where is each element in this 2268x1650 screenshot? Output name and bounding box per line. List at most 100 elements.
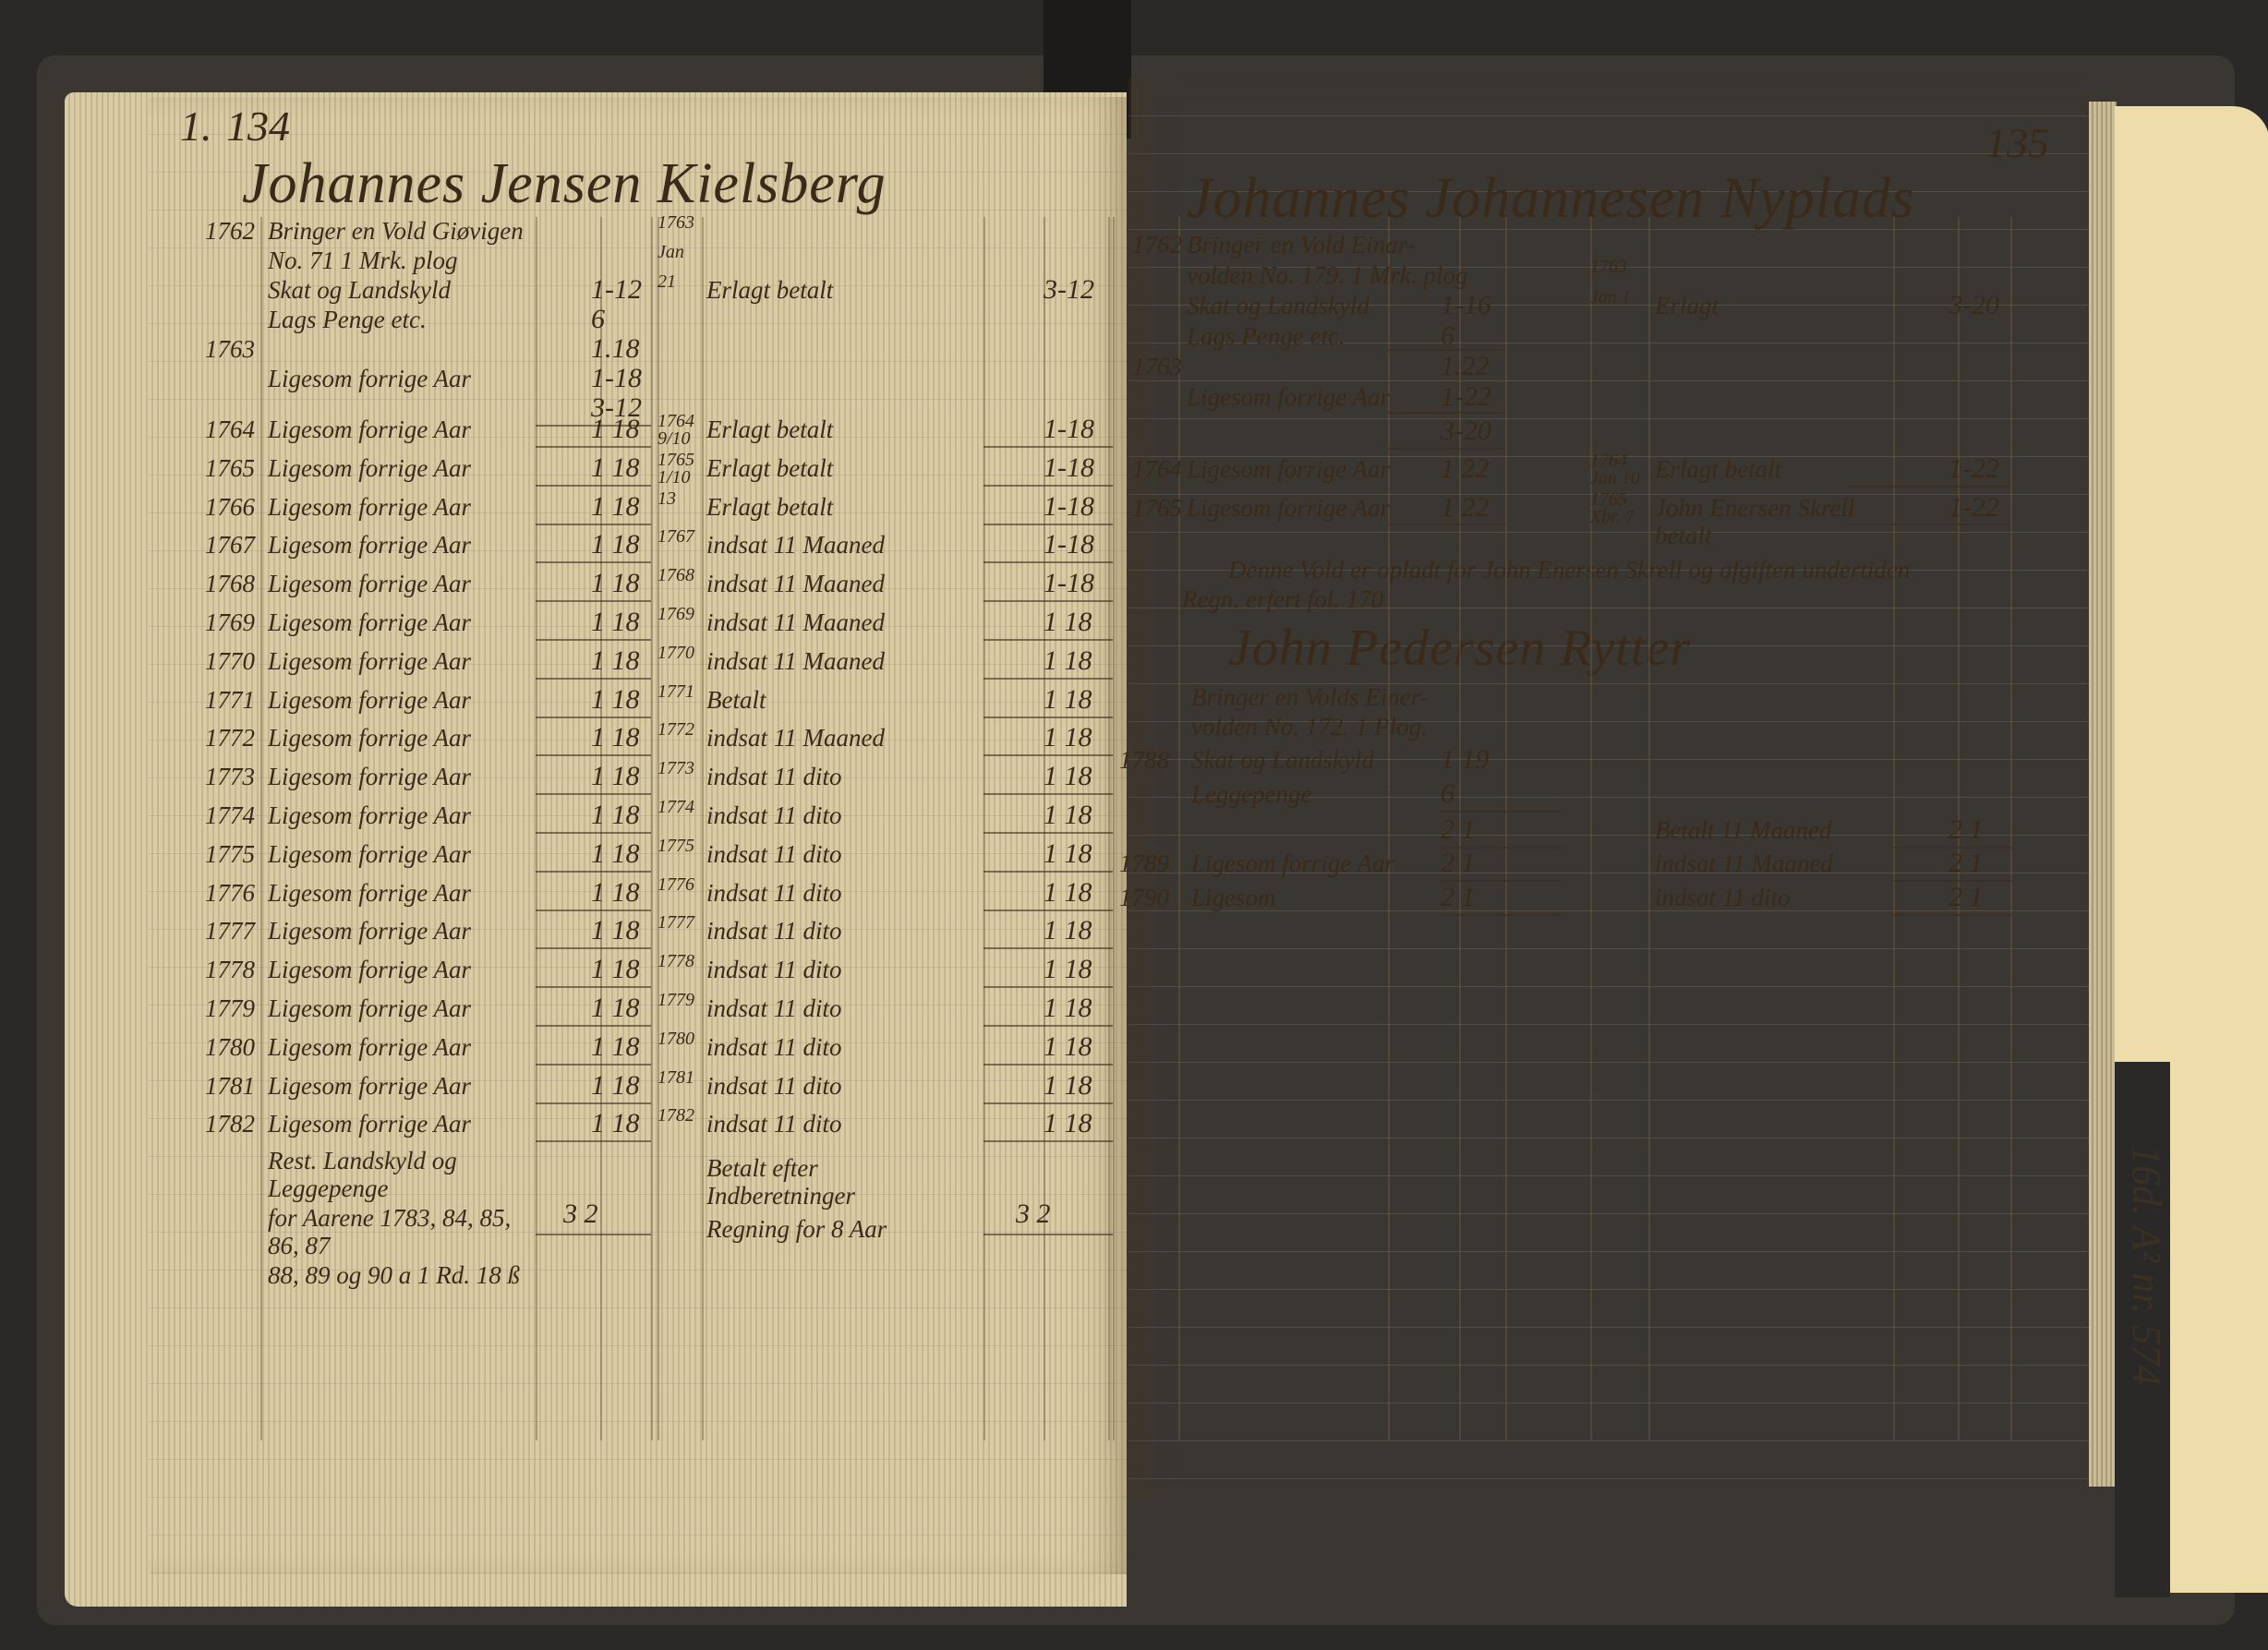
row-year: 1775 — [205, 839, 255, 868]
note-line: Regn. erfert fol. 170 — [1182, 585, 1384, 613]
row-paid-date: 1779 — [657, 990, 694, 1010]
row-paid-date: 1765 Xbr. 7 — [1590, 489, 1635, 527]
row-year: 1765 — [1132, 494, 1182, 522]
row-year: 1764 — [205, 416, 255, 443]
row-description: Ligesom forrige Aar — [268, 724, 472, 753]
row-amount: 2 1 — [1441, 882, 1476, 912]
row-paid-amount: 1 18 — [1044, 954, 1092, 985]
sum-rule — [983, 600, 1113, 603]
row-paid-description: Erlagt betalt — [706, 416, 834, 443]
sum-rule — [1847, 486, 2010, 488]
column-rule — [1505, 217, 1507, 1440]
row-paid-date: 1763 — [657, 212, 694, 233]
row-amount: 1.22 — [1441, 351, 1490, 381]
row-paid-description: Erlagt betalt — [706, 492, 834, 521]
row-paid-description: indsat 11 dito — [706, 839, 842, 868]
archive-tab-label: 16d. A² nr. 574 — [2124, 1145, 2169, 1386]
column-rule — [1648, 217, 1650, 1440]
sum-rule — [536, 639, 651, 641]
row-paid-date: 1775 — [657, 835, 694, 856]
note-amount: 3 2 — [563, 1198, 598, 1229]
sum-rule — [983, 832, 1113, 834]
sum-rule — [1441, 811, 1561, 813]
row-year: 1765 — [205, 453, 255, 482]
row-paid-description: indsat 11 Maaned — [706, 646, 885, 675]
note-amount: 3 2 — [1016, 1198, 1051, 1229]
sum-rule — [536, 1102, 651, 1104]
sum-rule — [536, 561, 651, 564]
row-year: 1776 — [205, 878, 255, 907]
page-number-left: 134 — [226, 102, 290, 150]
column-rule — [983, 217, 985, 1440]
sum-rule — [536, 754, 651, 757]
row-paid-amount: 1 18 — [1044, 1030, 1092, 1062]
row-description: Ligesom forrige Aar — [268, 646, 472, 675]
row-description: Ligesom forrige Aar — [1191, 849, 1395, 877]
sum-rule — [1388, 349, 1505, 351]
row-description: Ligesom forrige Aar — [268, 956, 472, 984]
sum-rule — [1441, 847, 1561, 849]
row-paid-date: 1764 9/10 — [657, 411, 694, 449]
row-description: Skat og Landskyld — [1187, 292, 1369, 319]
column-rule — [536, 217, 537, 1440]
note-line: Betalt efter Indberetninger — [706, 1154, 855, 1210]
row-year: 1789 — [1119, 849, 1169, 877]
sum-rule — [983, 1234, 1113, 1235]
row-paid-amount: 1-22 — [1948, 453, 1999, 484]
row-paid-description: indsat 11 dito — [706, 801, 842, 829]
row-paid-date: 1770 — [657, 642, 694, 663]
row-paid-description: indsat 11 dito — [706, 994, 842, 1022]
row-description: Leggepenge — [1191, 780, 1312, 808]
row-paid-amount: 3-12 — [1044, 274, 1094, 305]
column-rule — [657, 217, 659, 1440]
sum-rule — [536, 986, 651, 989]
row-amount: 1 18 — [591, 722, 640, 753]
row-amount: 1 22 — [1441, 453, 1490, 484]
row-paid-amount: 2 1 — [1948, 882, 1984, 912]
row-amount: 1 18 — [591, 568, 640, 599]
row-description: Ligesom forrige Aar — [1187, 494, 1391, 522]
row-paid-description: indsat 11 dito — [706, 763, 842, 791]
column-rule — [1958, 217, 1960, 1440]
sum-rule — [1388, 412, 1505, 414]
row-year: 1766 — [205, 492, 255, 521]
sum-rule — [1893, 847, 2013, 849]
sum-rule — [983, 986, 1113, 989]
row-paid-amount: 1-18 — [1044, 568, 1094, 599]
row-amount: 1 18 — [591, 993, 640, 1023]
row-year: 1762 — [1132, 231, 1182, 259]
row-description: Bringer en Vold Giøvigen — [268, 217, 524, 245]
row-paid-description: indsat 11 dito — [706, 1071, 842, 1100]
column-rule — [651, 217, 653, 1440]
sum-rule — [1847, 524, 2010, 525]
row-year: 1779 — [205, 994, 255, 1022]
second-intro-line: volden No. 172. 1 Plog. — [1191, 713, 1428, 741]
sum-rule — [983, 716, 1113, 718]
sum-rule — [536, 870, 651, 873]
row-description: Ligesom forrige Aar — [268, 416, 472, 443]
row-description: Ligesom forrige Aar — [268, 917, 472, 945]
page-edges-right — [2089, 102, 2117, 1487]
row-paid-description: indsat 11 dito — [706, 1110, 842, 1138]
row-amount: 1 18 — [591, 915, 640, 946]
row-amount: 1 18 — [591, 876, 640, 908]
row-description: volden No. 179. 1 Mrk. plog — [1187, 261, 1468, 289]
row-paid-amount: 1-18 — [1044, 452, 1094, 483]
sum-rule — [983, 1102, 1113, 1104]
page-number-right: 135 — [1985, 119, 2049, 166]
row-year: 1773 — [205, 763, 255, 791]
row-description: Ligesom forrige Aar — [268, 531, 472, 560]
sum-rule — [983, 677, 1113, 680]
row-paid-description: Betalt 11 Maaned — [1655, 816, 1832, 844]
row-year: 1780 — [205, 1032, 255, 1061]
row-paid-amount: 1-18 — [1044, 414, 1094, 444]
row-paid-amount: 1 18 — [1044, 837, 1092, 869]
row-paid-date: 1776 — [657, 873, 694, 895]
note-line: for Aarene 1783, 84, 85, 86, 87 — [268, 1204, 512, 1259]
row-paid-date: 1767 — [657, 526, 694, 548]
right-page — [1128, 78, 2089, 1500]
row-description: Ligesom forrige Aar — [268, 839, 472, 868]
row-year: 1782 — [205, 1110, 255, 1138]
sum-rule — [536, 832, 651, 834]
column-rule — [260, 217, 262, 1440]
